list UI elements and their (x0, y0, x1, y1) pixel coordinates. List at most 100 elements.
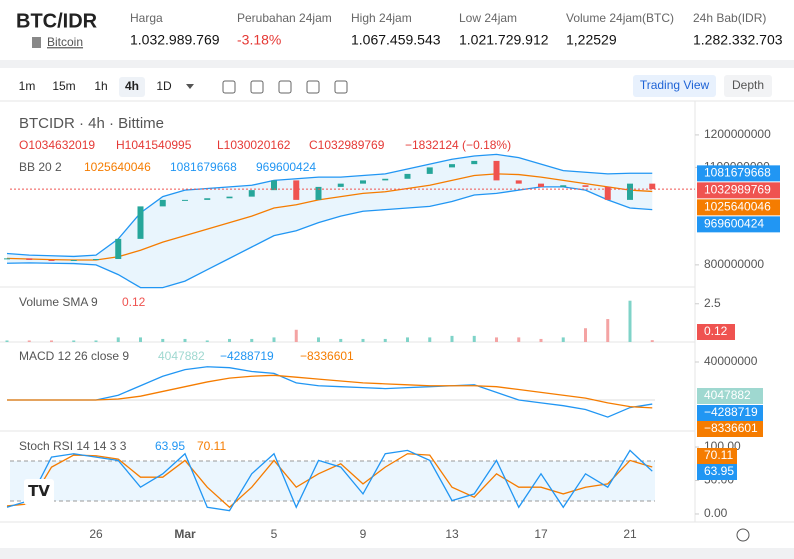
candle (293, 180, 300, 200)
interval-button[interactable]: 1h (94, 79, 107, 93)
candle (449, 164, 455, 168)
macd-label: MACD 12 26 close 9 (19, 349, 129, 363)
volume-bar (339, 338, 343, 342)
volume-bar (361, 338, 365, 342)
ohlc-value: −1832124 (−0.18%) (405, 138, 511, 152)
volume-bar (183, 338, 187, 342)
volume-bar (72, 340, 76, 342)
volume-bar (584, 328, 587, 342)
price-tag (697, 165, 780, 182)
interval-button[interactable]: 15m (52, 79, 75, 93)
price-tick-label: 800000000 (704, 257, 764, 271)
volume-bar (517, 337, 521, 342)
candle (360, 180, 366, 184)
volume-bar (94, 340, 98, 342)
volume-tick-label: 2.5 (704, 296, 721, 310)
price-tag-label: 969600424 (704, 217, 764, 231)
time-label: 26 (89, 527, 103, 541)
candle (159, 199, 166, 207)
macd-line (7, 366, 653, 418)
signal-line (7, 374, 653, 409)
macd-hist-value: 4047882 (158, 349, 205, 363)
toolbar: 1m 15m 1h 4h 1D Trading View Depth (19, 75, 772, 97)
bb-label: BB 20 2 (19, 160, 62, 174)
stat-value: 1.021.729.912 (459, 32, 549, 48)
tool-icon[interactable] (334, 80, 348, 94)
view-tab[interactable]: Trading View (640, 78, 710, 92)
candle (204, 198, 211, 200)
asset-link[interactable]: Bitcoin (47, 35, 83, 49)
macd-tag (697, 405, 763, 421)
price-tag-label: 1081679668 (704, 166, 771, 180)
candle (337, 183, 344, 187)
volume-sma: 0.12 (122, 295, 146, 309)
bb-mid: 1025640046 (84, 160, 151, 174)
tool-icon[interactable] (250, 80, 264, 94)
stoch-d-line (6, 453, 653, 509)
tool-icon[interactable] (222, 80, 236, 94)
volume-tag (697, 324, 735, 340)
stoch-tag (697, 448, 737, 464)
stat-label: Low 24jam (459, 11, 517, 25)
candle (93, 259, 99, 261)
time-label: 17 (534, 527, 548, 541)
pair: BTC/IDR (16, 10, 98, 32)
volume-bar (5, 340, 9, 342)
volume-bar (317, 337, 320, 342)
view-tab[interactable]: Depth (732, 78, 764, 92)
ohlc-value: C1032989769 (309, 138, 385, 152)
stoch-k-value: 63.95 (155, 439, 185, 453)
interval-button[interactable]: 4h (125, 79, 139, 93)
candle (560, 185, 567, 187)
settings-icon[interactable] (736, 528, 750, 542)
volume-bar (272, 337, 276, 342)
stoch-tag (697, 464, 737, 480)
price-tag-label: 1025640046 (704, 200, 771, 214)
candle (493, 160, 500, 181)
stat-value: 1,22529 (566, 32, 617, 48)
interval-active (119, 77, 145, 97)
candle (226, 196, 233, 199)
ohlc-value: H1041540995 (116, 138, 192, 152)
bb-upper: 1081679668 (170, 160, 237, 174)
candle (538, 183, 544, 187)
candle (426, 167, 433, 174)
stoch-tag-label: 63.95 (704, 464, 734, 478)
stat-value: 1.282.332.703 (693, 32, 783, 48)
interval-button[interactable]: 1D (156, 79, 172, 93)
stoch-tag-label: 70.11 (704, 448, 733, 462)
volume-bar (250, 338, 254, 342)
macd-tag (697, 421, 763, 437)
stat-value: -3.18% (237, 32, 281, 48)
volume-bar (27, 340, 31, 342)
bb-upper-line (6, 153, 653, 258)
interval-button[interactable]: 1m (19, 79, 36, 93)
time-label: 9 (360, 527, 367, 541)
view-tab-bg (633, 75, 716, 97)
price-tag (697, 199, 780, 216)
volume-bar (205, 340, 209, 342)
volume-bar (650, 340, 654, 342)
tool-icon[interactable] (306, 80, 320, 94)
volume-tag-label: 0.12 (704, 324, 728, 338)
candle (471, 160, 478, 165)
stats: Harga 1.032.989.769 Perubahan 24jam -3.18% H… (130, 11, 783, 48)
volume-bar (628, 300, 632, 342)
macd-tag-label: −8336601 (704, 421, 758, 435)
candle (582, 185, 589, 187)
bb-fill (7, 154, 653, 288)
ohlc-value: O1034632019 (19, 138, 95, 152)
macd-tag (697, 388, 763, 404)
bb-lower: 969600424 (256, 160, 316, 174)
tool-icon[interactable] (278, 80, 292, 94)
candle (4, 258, 10, 260)
volume-bar (495, 337, 498, 342)
candle (271, 180, 277, 191)
stat-value: 1.032.989.769 (130, 32, 220, 48)
stoch-tick-label: 0.00 (704, 506, 728, 520)
volume-label: Volume SMA 9 (19, 295, 98, 309)
candle (248, 190, 255, 197)
price-tag (697, 216, 780, 233)
tv-logo-mark: 𝗧𝗩 (28, 483, 50, 500)
header-bg (0, 0, 794, 60)
